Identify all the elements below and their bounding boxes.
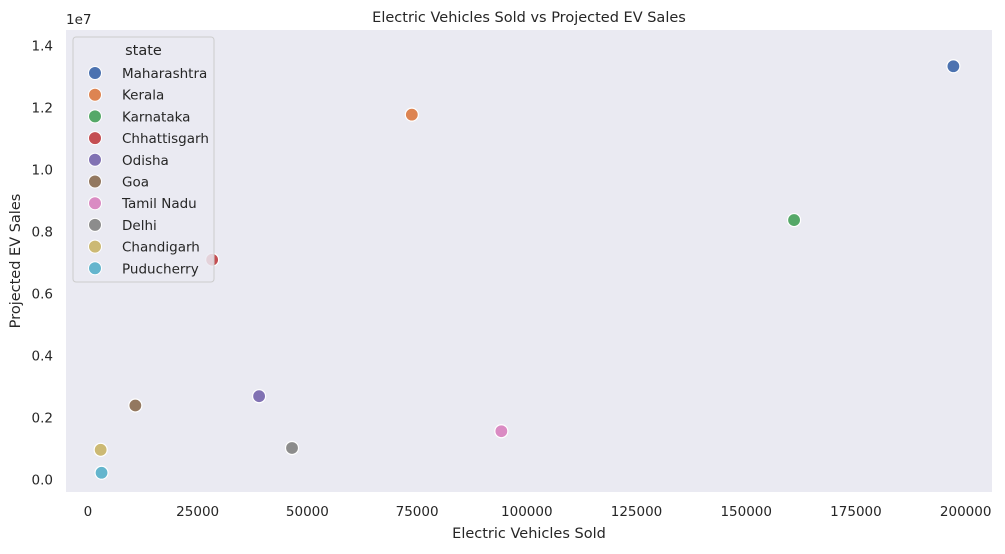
y-tick-label: 0.8 [32,225,53,241]
legend-label: Puducherry [122,261,199,277]
chart-title: Electric Vehicles Sold vs Projected EV S… [372,10,686,26]
x-tick-label: 25000 [176,504,219,520]
x-tick-label: 100000 [501,504,553,520]
data-point [494,424,509,439]
data-point [93,442,108,457]
data-point [404,107,419,122]
y-axis-offset-label: 1e7 [66,12,91,28]
legend: state Maharashtra Kerala Karnataka Chhattis… [72,36,215,283]
y-tick-label: 1.4 [32,39,53,55]
x-tick-label: 50000 [286,504,329,520]
legend-label: Goa [122,175,149,191]
legend-title: state [125,43,162,59]
legend-label: Chhattisgarh [122,131,209,147]
legend-marker [88,174,102,189]
data-point [251,389,267,404]
data-point [128,398,143,413]
y-axis-ticks: 0.0 0.2 0.4 0.6 0.8 1.0 1.2 1.4 [32,39,53,489]
x-axis-label: Electric Vehicles Sold [452,526,606,542]
legend-marker [88,87,102,102]
y-tick-label: 1.2 [32,101,53,117]
legend-label: Delhi [122,218,157,234]
y-tick-label: 0.6 [32,287,53,303]
x-tick-label: 175000 [830,504,882,520]
x-axis-ticks: 0 25000 50000 75000 100000 125000 150000 175000… [84,504,992,520]
legend-label: Maharashtra [122,66,207,82]
legend-marker [88,217,102,232]
legend-label: Odisha [122,153,169,169]
legend-label: Kerala [122,88,164,104]
data-point [94,465,109,480]
legend-label: Karnataka [122,109,190,125]
legend-label: Chandigarh [122,240,200,256]
x-tick-label: 200000 [940,504,992,520]
x-tick-label: 150000 [720,504,772,520]
legend-marker [88,261,102,276]
data-point [946,59,961,74]
y-tick-label: 1.0 [32,163,53,179]
legend-box [72,36,215,283]
legend-marker [88,131,102,146]
y-tick-label: 0.0 [32,473,53,489]
legend-marker [88,66,102,80]
y-tick-label: 0.4 [32,349,53,365]
data-point [786,212,802,228]
x-tick-label: 125000 [611,504,663,520]
x-tick-label: 0 [84,504,93,520]
plot-area [66,30,992,492]
legend-marker [88,109,102,124]
legend-marker [88,196,102,211]
legend-label: Tamil Nadu [121,196,197,212]
legend-marker [88,152,102,167]
x-tick-label: 75000 [396,504,439,520]
data-point [284,440,300,456]
legend-items: Maharashtra Kerala Karnataka Chhattisgarh Od… [88,66,209,277]
legend-marker [88,239,102,254]
y-axis-label: Projected EV Sales [8,194,24,329]
y-tick-label: 0.2 [32,411,53,427]
